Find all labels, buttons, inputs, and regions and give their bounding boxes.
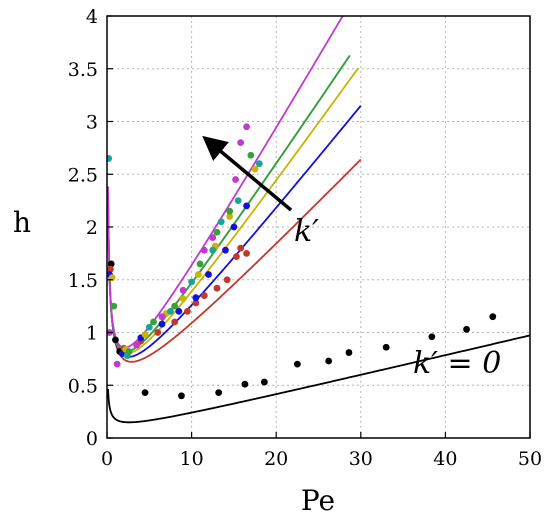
- data-point: [232, 176, 239, 183]
- data-point: [179, 295, 187, 303]
- data-point: [205, 271, 212, 278]
- y-tick-label: 1.5: [68, 270, 98, 292]
- data-point: [150, 318, 157, 326]
- data-point: [226, 213, 234, 220]
- data-point: [133, 341, 141, 349]
- x-tick-label: 30: [349, 448, 373, 470]
- data-point: [192, 299, 200, 307]
- data-point: [428, 333, 436, 341]
- data-point: [145, 323, 153, 331]
- data-point: [234, 197, 242, 205]
- y-tick-label: 0.5: [68, 375, 98, 397]
- data-point: [158, 313, 166, 321]
- data-point: [237, 244, 245, 252]
- y-tick-label: 3.5: [68, 59, 98, 81]
- y-tick-label: 3: [86, 112, 98, 134]
- data-point: [175, 308, 183, 315]
- y-tick-label: 0: [86, 428, 98, 450]
- y-tick-label: 4: [86, 6, 98, 28]
- fit-curve: [107, 158, 362, 363]
- data-point: [179, 286, 187, 294]
- data-point: [209, 246, 217, 254]
- x-axis-label: Pe: [301, 484, 335, 517]
- data-point: [345, 349, 353, 356]
- data-point: [222, 246, 229, 254]
- data-point: [241, 380, 249, 388]
- y-tick-labels: 0 0.5 1 1.5 2 2.5 3 3.5 4: [68, 6, 98, 450]
- ticks: [106, 15, 531, 439]
- k-prime-arrow-label: k′: [294, 214, 319, 249]
- data-point: [107, 265, 114, 273]
- data-point: [463, 325, 470, 333]
- data-point: [489, 313, 497, 321]
- data-point: [293, 360, 301, 368]
- data-point: [200, 292, 208, 299]
- data-point: [325, 357, 333, 365]
- fit-curve: [107, 54, 351, 353]
- y-tick-label: 2.5: [68, 164, 98, 186]
- x-tick-labels: 0 10 20 30 40 50: [101, 448, 542, 470]
- data-point: [255, 160, 263, 168]
- data-point: [209, 234, 217, 241]
- data-point: [382, 343, 390, 351]
- data-point: [213, 228, 221, 236]
- data-point: [237, 139, 245, 147]
- data-point: [110, 302, 118, 310]
- data-point: [167, 308, 174, 315]
- fit-curve: [107, 334, 530, 424]
- data-point: [213, 284, 221, 292]
- y-tick-label: 2: [86, 217, 98, 239]
- fit-curve: [107, 105, 362, 358]
- data-point: [158, 320, 166, 328]
- data-point: [107, 155, 113, 162]
- k-prime-arrow: [202, 135, 293, 212]
- data-point: [247, 151, 255, 159]
- fit-curve: [107, 54, 351, 353]
- data-point: [107, 260, 115, 268]
- data-point: [188, 278, 196, 286]
- data-point: [113, 360, 121, 368]
- data-point: [230, 223, 238, 231]
- x-tick-label: 40: [433, 448, 457, 470]
- x-tick-label: 20: [264, 448, 288, 470]
- data-point: [196, 260, 204, 268]
- k-prime-zero-label: k′ = 0: [413, 346, 501, 381]
- y-tick-label: 1: [86, 323, 98, 345]
- data-point: [243, 249, 250, 257]
- fit-curve: [107, 67, 359, 355]
- data-point: [171, 302, 179, 310]
- data-point: [200, 246, 208, 254]
- x-tick-label: 50: [518, 448, 542, 470]
- data-point: [178, 392, 185, 400]
- data-point: [223, 276, 231, 284]
- data-point: [260, 378, 268, 386]
- data-point: [215, 389, 223, 397]
- data-point: [154, 329, 162, 336]
- data-point: [112, 336, 119, 344]
- fit-curve: [107, 16, 344, 349]
- data-point: [141, 331, 149, 339]
- data-point: [183, 308, 191, 315]
- data-point: [192, 294, 200, 302]
- data-point: [243, 123, 250, 131]
- data-point: [125, 348, 133, 355]
- x-tick-label: 10: [180, 448, 204, 470]
- data-point: [251, 165, 259, 173]
- data-points: [107, 123, 497, 400]
- data-point: [217, 218, 225, 226]
- data-point: [171, 318, 179, 326]
- data-point: [243, 202, 250, 210]
- data-point: [141, 389, 149, 397]
- y-axis-label: h: [13, 206, 31, 239]
- data-point: [226, 207, 234, 215]
- data-point: [233, 253, 240, 260]
- x-tick-label: 0: [101, 448, 113, 470]
- data-point: [194, 271, 202, 278]
